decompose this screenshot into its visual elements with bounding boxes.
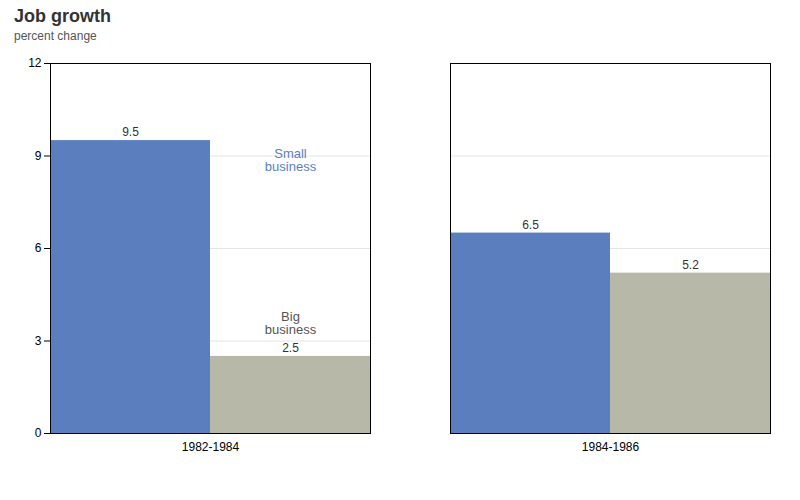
svg-text:3: 3 [35, 334, 42, 348]
svg-text:0: 0 [35, 426, 42, 440]
svg-text:12: 12 [28, 56, 42, 70]
svg-text:Smallbusiness: Smallbusiness [265, 146, 317, 174]
svg-text:2.5: 2.5 [282, 341, 299, 355]
svg-text:9.5: 9.5 [122, 125, 139, 139]
svg-text:6: 6 [35, 241, 42, 255]
html-text:percent change: percent change [14, 29, 97, 43]
svg-text:Bigbusiness: Bigbusiness [265, 309, 317, 337]
svg-text:1982-1984: 1982-1984 [182, 440, 240, 454]
html-text:Job growth: Job growth [14, 6, 111, 26]
svg-text:9: 9 [35, 149, 42, 163]
svg-text:5.2: 5.2 [682, 258, 699, 272]
svg-text:6.5: 6.5 [522, 218, 539, 232]
svg-text:1984-1986: 1984-1986 [582, 440, 640, 454]
